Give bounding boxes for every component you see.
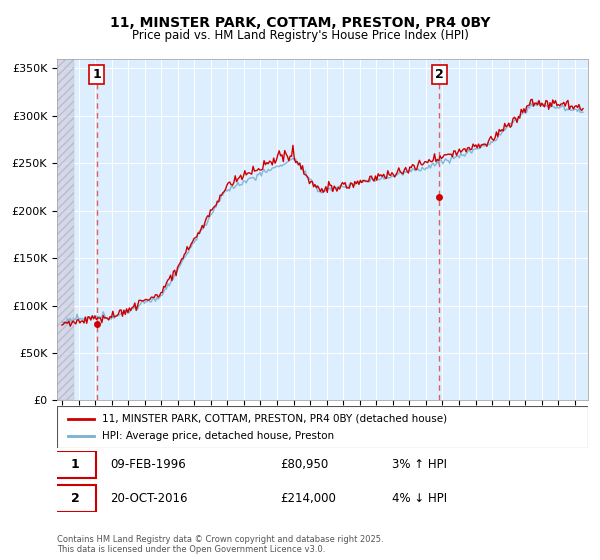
Text: £80,950: £80,950 xyxy=(280,458,328,471)
Text: 1: 1 xyxy=(71,458,79,471)
Text: Contains HM Land Registry data © Crown copyright and database right 2025.
This d: Contains HM Land Registry data © Crown c… xyxy=(57,535,383,554)
Bar xyxy=(57,59,74,400)
Text: 2: 2 xyxy=(71,492,79,505)
Text: 11, MINSTER PARK, COTTAM, PRESTON, PR4 0BY: 11, MINSTER PARK, COTTAM, PRESTON, PR4 0… xyxy=(110,16,490,30)
Text: 4% ↓ HPI: 4% ↓ HPI xyxy=(392,492,446,505)
Text: 11, MINSTER PARK, COTTAM, PRESTON, PR4 0BY (detached house): 11, MINSTER PARK, COTTAM, PRESTON, PR4 0… xyxy=(102,414,447,423)
Text: £214,000: £214,000 xyxy=(280,492,336,505)
Text: 09-FEB-1996: 09-FEB-1996 xyxy=(110,458,186,471)
Text: 2: 2 xyxy=(435,68,443,81)
Text: 20-OCT-2016: 20-OCT-2016 xyxy=(110,492,188,505)
Text: HPI: Average price, detached house, Preston: HPI: Average price, detached house, Pres… xyxy=(102,431,334,441)
FancyBboxPatch shape xyxy=(55,486,96,512)
FancyBboxPatch shape xyxy=(55,451,96,478)
Text: Price paid vs. HM Land Registry's House Price Index (HPI): Price paid vs. HM Land Registry's House … xyxy=(131,29,469,42)
Text: 3% ↑ HPI: 3% ↑ HPI xyxy=(392,458,446,471)
Text: 1: 1 xyxy=(92,68,101,81)
